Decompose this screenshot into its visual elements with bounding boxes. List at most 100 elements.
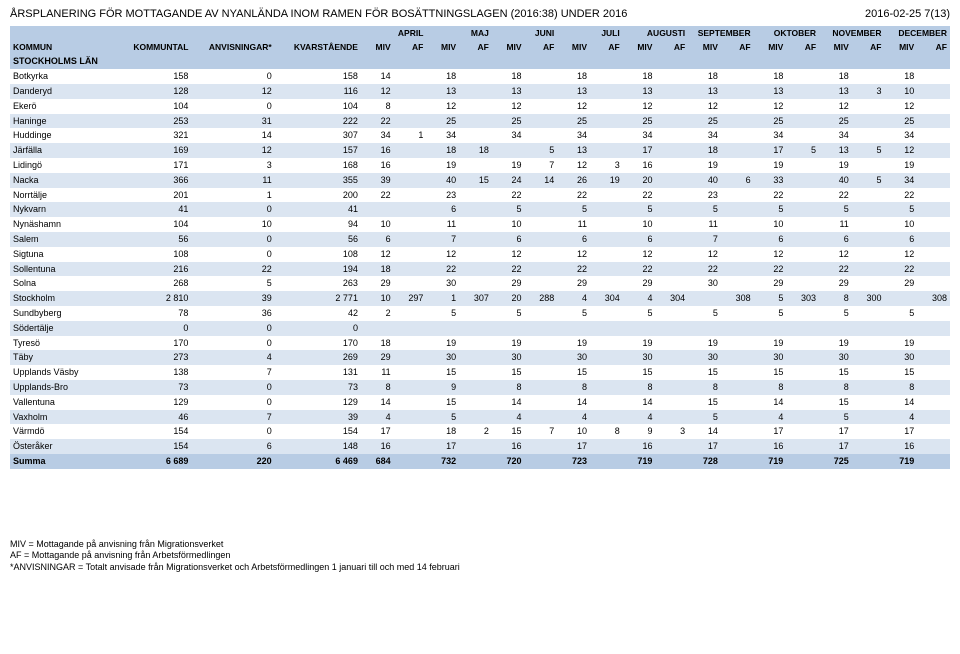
miv-cell: 4 (885, 410, 918, 425)
table-row: Stockholm2 810392 7711029713072028843044… (10, 291, 950, 306)
miv-cell: 6 (426, 202, 459, 217)
af-cell (525, 84, 558, 99)
af-cell (655, 158, 688, 173)
af-cell (852, 262, 885, 277)
af-cell (917, 247, 950, 262)
af-cell (525, 114, 558, 129)
miv-cell: 17 (754, 424, 787, 439)
table-row: Ekerö104010481212121212121212 (10, 99, 950, 114)
anv-cell: 0 (191, 424, 274, 439)
af-cell: 18 (459, 143, 492, 158)
af-cell (786, 365, 819, 380)
miv-cell: 25 (688, 114, 721, 129)
af-cell (655, 217, 688, 232)
miv-cell: 17 (623, 143, 656, 158)
miv-cell: 12 (557, 247, 590, 262)
af-cell (721, 262, 754, 277)
kv-cell: 116 (275, 84, 361, 99)
kv-cell: 73 (275, 380, 361, 395)
miv-cell: 15 (754, 365, 787, 380)
af-cell: 304 (590, 291, 623, 306)
miv-cell: 34 (688, 128, 721, 143)
miv-cell: 18 (623, 69, 656, 84)
af-cell (525, 380, 558, 395)
af-cell (852, 321, 885, 336)
miv-cell: 18 (754, 69, 787, 84)
miv-cell: 4 (492, 410, 525, 425)
miv-cell: 18 (688, 143, 721, 158)
af-cell (525, 217, 558, 232)
miv-cell: 17 (688, 439, 721, 454)
table-row: Österåker1546148161716171617161716 (10, 439, 950, 454)
af-cell (786, 454, 819, 469)
af-cell (655, 454, 688, 469)
miv-cell: 11 (426, 217, 459, 232)
kv-cell: 94 (275, 217, 361, 232)
table-row: Haninge25331222222525252525252525 (10, 114, 950, 129)
miv-cell: 22 (819, 188, 852, 203)
af-cell (786, 276, 819, 291)
miv-cell: 30 (557, 350, 590, 365)
miv-cell: 16 (492, 439, 525, 454)
miv-cell: 728 (688, 454, 721, 469)
miv-cell: 5 (819, 202, 852, 217)
af-cell (590, 380, 623, 395)
miv-cell: 12 (557, 99, 590, 114)
af-cell (917, 143, 950, 158)
miv-cell: 40 (688, 173, 721, 188)
miv-cell: 719 (754, 454, 787, 469)
af-cell (590, 262, 623, 277)
af-cell (590, 439, 623, 454)
col-af: AF (721, 40, 754, 54)
miv-cell: 12 (426, 247, 459, 262)
af-cell (786, 410, 819, 425)
miv-cell: 5 (623, 202, 656, 217)
af-cell (917, 380, 950, 395)
name: Huddinge (10, 128, 114, 143)
af-cell (917, 202, 950, 217)
miv-cell: 9 (623, 424, 656, 439)
miv-cell: 725 (819, 454, 852, 469)
af-cell (852, 276, 885, 291)
anv-cell: 39 (191, 291, 274, 306)
miv-cell: 18 (361, 262, 394, 277)
miv-cell: 6 (885, 232, 918, 247)
af-cell (917, 424, 950, 439)
miv-cell: 22 (819, 262, 852, 277)
col-kommuntal: KOMMUNTAL (114, 40, 191, 54)
miv-cell: 22 (361, 188, 394, 203)
kt-cell: 154 (114, 439, 191, 454)
miv-cell: 8 (819, 380, 852, 395)
col-kvarstaende: KVARSTÅENDE (275, 40, 361, 54)
month-header: NOVEMBER (819, 26, 884, 40)
name: Södertälje (10, 321, 114, 336)
table-row: Lidingö171316816191971231619191919 (10, 158, 950, 173)
miv-cell: 22 (885, 188, 918, 203)
af-cell (786, 439, 819, 454)
af-cell (917, 99, 950, 114)
anv-cell: 0 (191, 99, 274, 114)
miv-cell: 4 (754, 410, 787, 425)
miv-cell (361, 321, 394, 336)
af-cell (721, 321, 754, 336)
af-cell (917, 69, 950, 84)
af-cell (394, 336, 427, 351)
miv-cell: 6 (623, 232, 656, 247)
miv-cell: 16 (361, 158, 394, 173)
miv-cell: 20 (623, 173, 656, 188)
kt-cell: 104 (114, 217, 191, 232)
kv-cell: 6 469 (275, 454, 361, 469)
af-cell (590, 365, 623, 380)
af-cell (721, 410, 754, 425)
af-cell (786, 232, 819, 247)
miv-cell: 13 (492, 84, 525, 99)
af-cell (917, 84, 950, 99)
af-cell (721, 306, 754, 321)
name: Nykvarn (10, 202, 114, 217)
af-cell: 3 (852, 84, 885, 99)
af-cell: 5 (852, 173, 885, 188)
miv-cell: 34 (754, 128, 787, 143)
af-cell (655, 232, 688, 247)
miv-cell: 5 (492, 306, 525, 321)
table-head: APRIL MAJ JUNI JULI AUGUSTI SEPTEMBER OK… (10, 26, 950, 54)
